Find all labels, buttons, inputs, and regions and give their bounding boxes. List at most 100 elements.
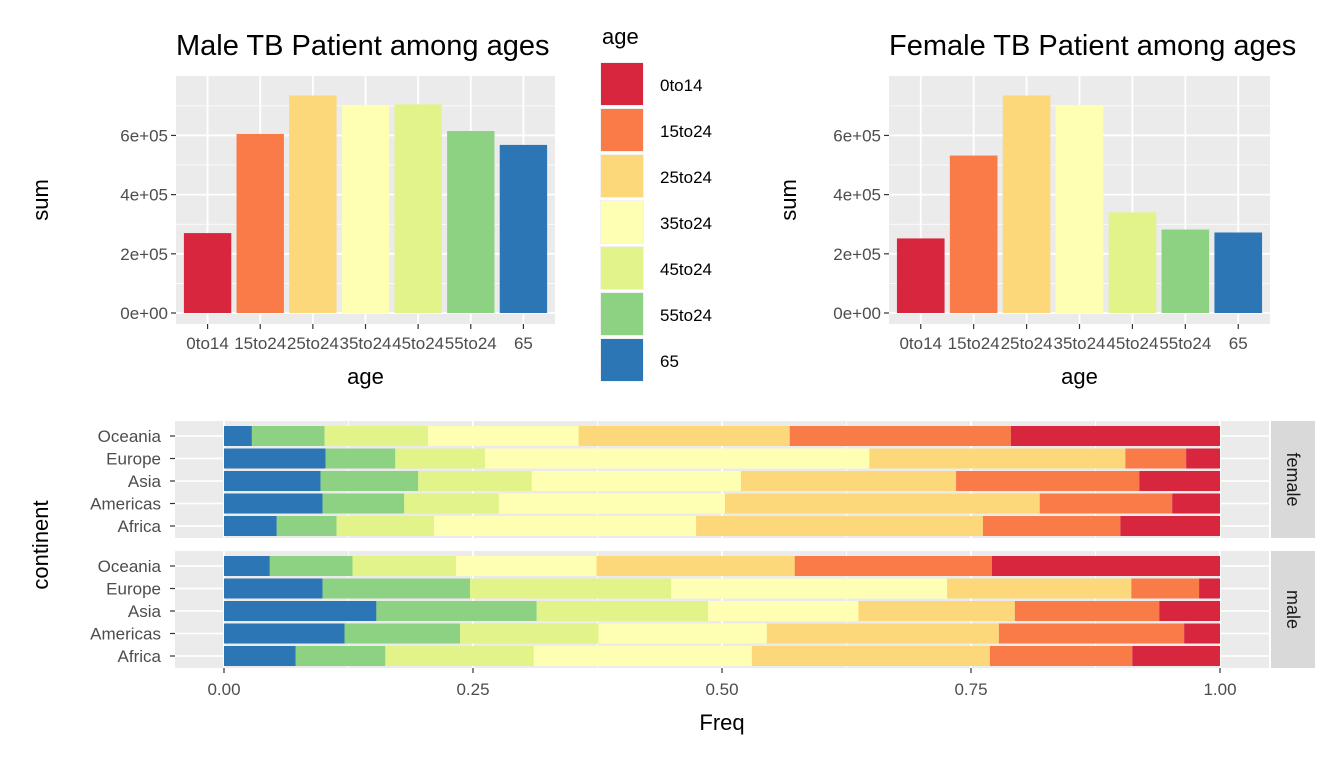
stack-segment-male-Oceania-55to24	[269, 556, 353, 576]
y-tick-label: Asia	[128, 602, 162, 621]
y-tick-label: 2e+05	[120, 245, 168, 264]
stack-segment-male-Americas-55to24	[344, 623, 461, 644]
y-tick-label: 4e+05	[833, 186, 881, 205]
stack-segment-male-Africa-65	[224, 646, 296, 666]
legend-key-45to24	[601, 247, 643, 289]
stack-segment-female-Africa-45to24	[336, 516, 435, 536]
facet-strip-male	[1271, 551, 1315, 668]
x-axis-title: age	[347, 364, 384, 389]
x-tick-label: 25to24	[1001, 334, 1053, 353]
y-axis-title: sum	[776, 179, 801, 221]
stack-segment-female-Europe-25to24	[869, 448, 1126, 469]
stack-segment-female-Oceania-45to24	[324, 426, 429, 446]
legend-label: 25to24	[660, 168, 712, 187]
legend-label: 45to24	[660, 260, 712, 279]
stack-segment-male-Africa-45to24	[385, 646, 534, 666]
stack-segment-female-Africa-35to24	[434, 516, 697, 536]
x-tick-label: 25to24	[287, 334, 339, 353]
chart-title: Male TB Patient among ages	[176, 30, 549, 62]
stack-segment-male-Oceania-0to14	[991, 556, 1220, 576]
bar-0to14	[183, 233, 232, 313]
stack-segment-female-Asia-0to14	[1139, 471, 1220, 491]
legend-key-35to24	[601, 201, 643, 243]
x-tick-label: 0.25	[456, 680, 489, 699]
stack-segment-female-Americas-45to24	[404, 493, 499, 514]
stack-segment-male-Americas-45to24	[460, 623, 599, 644]
legend-key-55to24	[601, 293, 643, 335]
stack-segment-female-Asia-35to24	[531, 471, 741, 491]
stack-segment-female-Oceania-65	[224, 426, 252, 446]
legend-key-65	[601, 339, 643, 381]
y-tick-label: Asia	[128, 472, 162, 491]
stack-segment-male-Asia-0to14	[1159, 601, 1220, 621]
stack-segment-female-Americas-55to24	[322, 493, 405, 514]
stack-segment-male-Africa-15to24	[989, 646, 1133, 666]
stack-segment-male-Europe-15to24	[1131, 578, 1200, 599]
bar-45to24	[1108, 212, 1157, 313]
legend-label: 0to14	[660, 76, 703, 95]
stack-segment-male-Oceania-25to24	[596, 556, 795, 576]
stack-segment-male-Americas-65	[224, 623, 345, 644]
stack-segment-male-Americas-15to24	[998, 623, 1185, 644]
chart-title: Female TB Patient among ages	[889, 30, 1296, 62]
y-tick-label: Oceania	[98, 557, 162, 576]
bar-15to24	[949, 155, 998, 313]
stack-segment-female-Europe-45to24	[395, 448, 485, 469]
x-tick-label: 65	[1229, 334, 1248, 353]
stack-segment-female-Oceania-35to24	[428, 426, 579, 446]
y-tick-label: 0e+00	[120, 304, 168, 323]
y-axis-title: sum	[28, 179, 53, 221]
y-tick-label: Europe	[106, 450, 161, 469]
stack-segment-female-Oceania-15to24	[789, 426, 1011, 446]
stack-segment-male-Asia-35to24	[708, 601, 859, 621]
y-tick-label: 0e+00	[833, 304, 881, 323]
bar-35to24	[1055, 104, 1104, 313]
male-age-bar-chart: 0e+00 2e+05 4e+05 6e+05 0to14 15to24 25to24 35t…	[28, 30, 555, 389]
bar-65	[499, 144, 548, 313]
stack-segment-male-Europe-0to14	[1199, 578, 1220, 599]
x-tick-label: 15to24	[948, 334, 1000, 353]
x-tick-label: 35to24	[340, 334, 392, 353]
continent-stacked-bar-chart: Oceania Europe Asia Americas Africa female Oce…	[28, 421, 1315, 735]
legend-key-0to14	[601, 63, 643, 105]
stack-segment-female-Oceania-0to14	[1010, 426, 1220, 446]
y-tick-label: Europe	[106, 580, 161, 599]
stack-segment-female-Europe-55to24	[325, 448, 396, 469]
stack-segment-female-Europe-35to24	[484, 448, 870, 469]
y-axis-title: continent	[28, 500, 53, 589]
legend-label: 65	[660, 352, 679, 371]
stack-segment-female-Europe-65	[224, 448, 326, 469]
stack-segment-female-Asia-45to24	[418, 471, 532, 491]
stack-segment-female-Asia-25to24	[740, 471, 957, 491]
legend-label: 35to24	[660, 214, 712, 233]
stack-segment-female-Africa-0to14	[1120, 516, 1220, 536]
stack-segment-male-Asia-15to24	[1014, 601, 1160, 621]
y-tick-label: Africa	[118, 517, 162, 536]
bar-65	[1214, 232, 1263, 313]
stack-segment-male-Asia-25to24	[858, 601, 1015, 621]
stack-segment-male-Americas-35to24	[598, 623, 767, 644]
stack-segment-female-Americas-65	[224, 493, 323, 514]
bar-25to24	[289, 95, 337, 313]
stack-segment-male-Africa-25to24	[751, 646, 990, 666]
stack-segment-female-Americas-25to24	[724, 493, 1040, 514]
stack-segment-male-Americas-25to24	[766, 623, 999, 644]
bar-55to24	[447, 130, 495, 313]
stack-segment-male-Oceania-15to24	[794, 556, 992, 576]
x-tick-label: 35to24	[1054, 334, 1106, 353]
stack-segment-female-Oceania-55to24	[251, 426, 325, 446]
x-tick-label: 0.00	[207, 680, 240, 699]
y-tick-label: 4e+05	[120, 186, 168, 205]
stack-segment-female-Africa-55to24	[276, 516, 337, 536]
bar-45to24	[394, 104, 442, 313]
stack-segment-male-Africa-35to24	[533, 646, 752, 666]
x-tick-label: 0to14	[899, 334, 942, 353]
female-age-bar-chart: 0e+00 2e+05 4e+05 6e+05 0to14 15to24 25to24 35t…	[776, 30, 1296, 389]
stack-segment-male-Asia-55to24	[376, 601, 537, 621]
legend-key-15to24	[601, 109, 643, 151]
bar-0to14	[896, 238, 945, 313]
facet-strip-label: male	[1283, 590, 1303, 629]
stack-segment-female-Asia-55to24	[320, 471, 419, 491]
stack-segment-female-Oceania-25to24	[578, 426, 790, 446]
